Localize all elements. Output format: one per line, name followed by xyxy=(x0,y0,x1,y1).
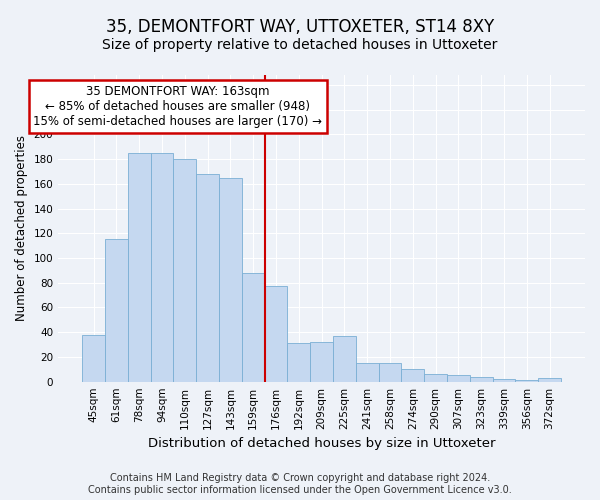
Bar xyxy=(105,240,128,382)
Bar xyxy=(265,286,287,382)
Bar xyxy=(82,334,105,382)
Bar xyxy=(173,159,196,382)
Bar xyxy=(287,344,310,382)
Bar xyxy=(151,153,173,382)
Text: 35, DEMONTFORT WAY, UTTOXETER, ST14 8XY: 35, DEMONTFORT WAY, UTTOXETER, ST14 8XY xyxy=(106,18,494,36)
Bar xyxy=(219,178,242,382)
Bar xyxy=(379,363,401,382)
Bar xyxy=(538,378,561,382)
Bar xyxy=(470,376,493,382)
Text: 35 DEMONTFORT WAY: 163sqm
← 85% of detached houses are smaller (948)
15% of semi: 35 DEMONTFORT WAY: 163sqm ← 85% of detac… xyxy=(34,85,322,128)
Bar xyxy=(401,370,424,382)
Text: Contains HM Land Registry data © Crown copyright and database right 2024.
Contai: Contains HM Land Registry data © Crown c… xyxy=(88,474,512,495)
Bar xyxy=(242,273,265,382)
Bar xyxy=(356,363,379,382)
Text: Size of property relative to detached houses in Uttoxeter: Size of property relative to detached ho… xyxy=(103,38,497,52)
Bar xyxy=(515,380,538,382)
Bar xyxy=(196,174,219,382)
Bar xyxy=(310,342,333,382)
Bar xyxy=(424,374,447,382)
Bar xyxy=(128,153,151,382)
Y-axis label: Number of detached properties: Number of detached properties xyxy=(15,136,28,322)
Bar xyxy=(447,376,470,382)
Bar xyxy=(333,336,356,382)
Bar xyxy=(493,379,515,382)
X-axis label: Distribution of detached houses by size in Uttoxeter: Distribution of detached houses by size … xyxy=(148,437,496,450)
